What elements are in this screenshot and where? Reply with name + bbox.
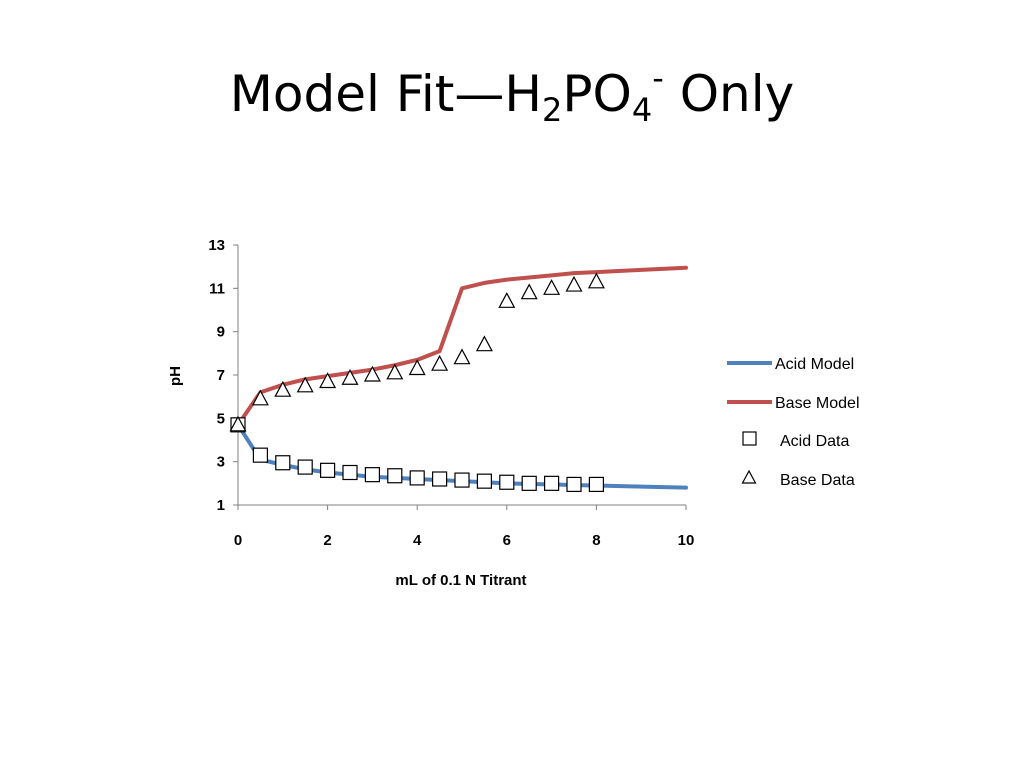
legend-item-base-data: Base Data [741, 469, 855, 489]
acid-data-point [409, 470, 425, 486]
slide-title: Model Fit—H2PO4- Only [0, 62, 1024, 126]
legend-item-acid-model: Acid Model [727, 356, 854, 373]
legend-item-base-model: Base Model [727, 395, 860, 412]
title-superscript-charge: - [652, 59, 664, 97]
x-axis-title: mL of 0.1 N Titrant [395, 572, 526, 589]
x-tick-label: 2 [323, 532, 331, 549]
base-data-point [229, 415, 247, 432]
x-tick-label: 4 [413, 532, 422, 549]
acid-data-point [252, 447, 268, 463]
x-tick-label: 10 [678, 532, 695, 549]
marker-layer [229, 272, 605, 493]
y-tick-label: 7 [217, 367, 225, 384]
title-main: Model Fit—H [229, 65, 543, 123]
y-tick-label: 9 [217, 324, 225, 341]
acid-data-point [566, 476, 582, 493]
acid-data-point [275, 455, 291, 471]
y-axis-title: pH [167, 366, 184, 386]
x-tick-label: 6 [503, 532, 511, 549]
y-tick-label: 3 [217, 454, 225, 471]
acid-data-point [320, 462, 336, 478]
base-data-point [251, 389, 269, 406]
base-data-point [520, 283, 538, 300]
base-data-point [587, 272, 605, 289]
title-mid: PO [562, 65, 632, 123]
y-tick-label: 1 [217, 497, 225, 514]
legend-item-acid-data: Acid Data [742, 431, 849, 450]
base-data-point [408, 359, 426, 376]
acid-data-point [432, 471, 448, 487]
base-data-point [386, 363, 404, 380]
legend-label: Base Data [780, 472, 855, 489]
acid-data-point [454, 472, 470, 488]
x-tick-label: 0 [234, 532, 242, 549]
acid-data-point [297, 459, 313, 475]
title-end: Only [663, 65, 795, 123]
base-data-point [453, 348, 471, 365]
base-data-point [363, 365, 381, 382]
triangle-marker-icon [741, 469, 757, 484]
title-subscript-4: 4 [631, 91, 653, 129]
y-tick-label: 5 [217, 410, 225, 427]
base-data-point [431, 354, 449, 371]
x-tick-label: 8 [592, 532, 600, 549]
acid-data-point [364, 467, 380, 483]
legend-label: Base Model [775, 395, 860, 412]
base-data-point [319, 372, 337, 389]
acid-data-point [342, 464, 358, 481]
legend-label: Acid Model [775, 356, 854, 373]
base-data-point [565, 275, 583, 292]
y-tick-label: 13 [208, 237, 225, 254]
acid-data-point [588, 476, 605, 493]
y-tick-label: 11 [209, 280, 225, 297]
acid-data-point [543, 475, 560, 491]
acid-data-point [521, 475, 537, 491]
base-data-point [274, 380, 292, 397]
base-data-point [341, 368, 359, 385]
base-data-point [543, 279, 561, 295]
square-marker-icon [742, 431, 757, 446]
base-data-point [498, 292, 516, 308]
title-subscript-2: 2 [542, 91, 563, 129]
acid-data-point [387, 468, 403, 484]
base-data-point [475, 335, 493, 352]
acid-data-point [476, 473, 492, 489]
base-data-point [296, 376, 314, 393]
chart-legend: Acid Model Base Model Acid Data Base Data [727, 356, 860, 489]
legend-label: Acid Data [780, 433, 849, 450]
acid-data-point [499, 474, 515, 490]
base-model-line [236, 265, 688, 427]
